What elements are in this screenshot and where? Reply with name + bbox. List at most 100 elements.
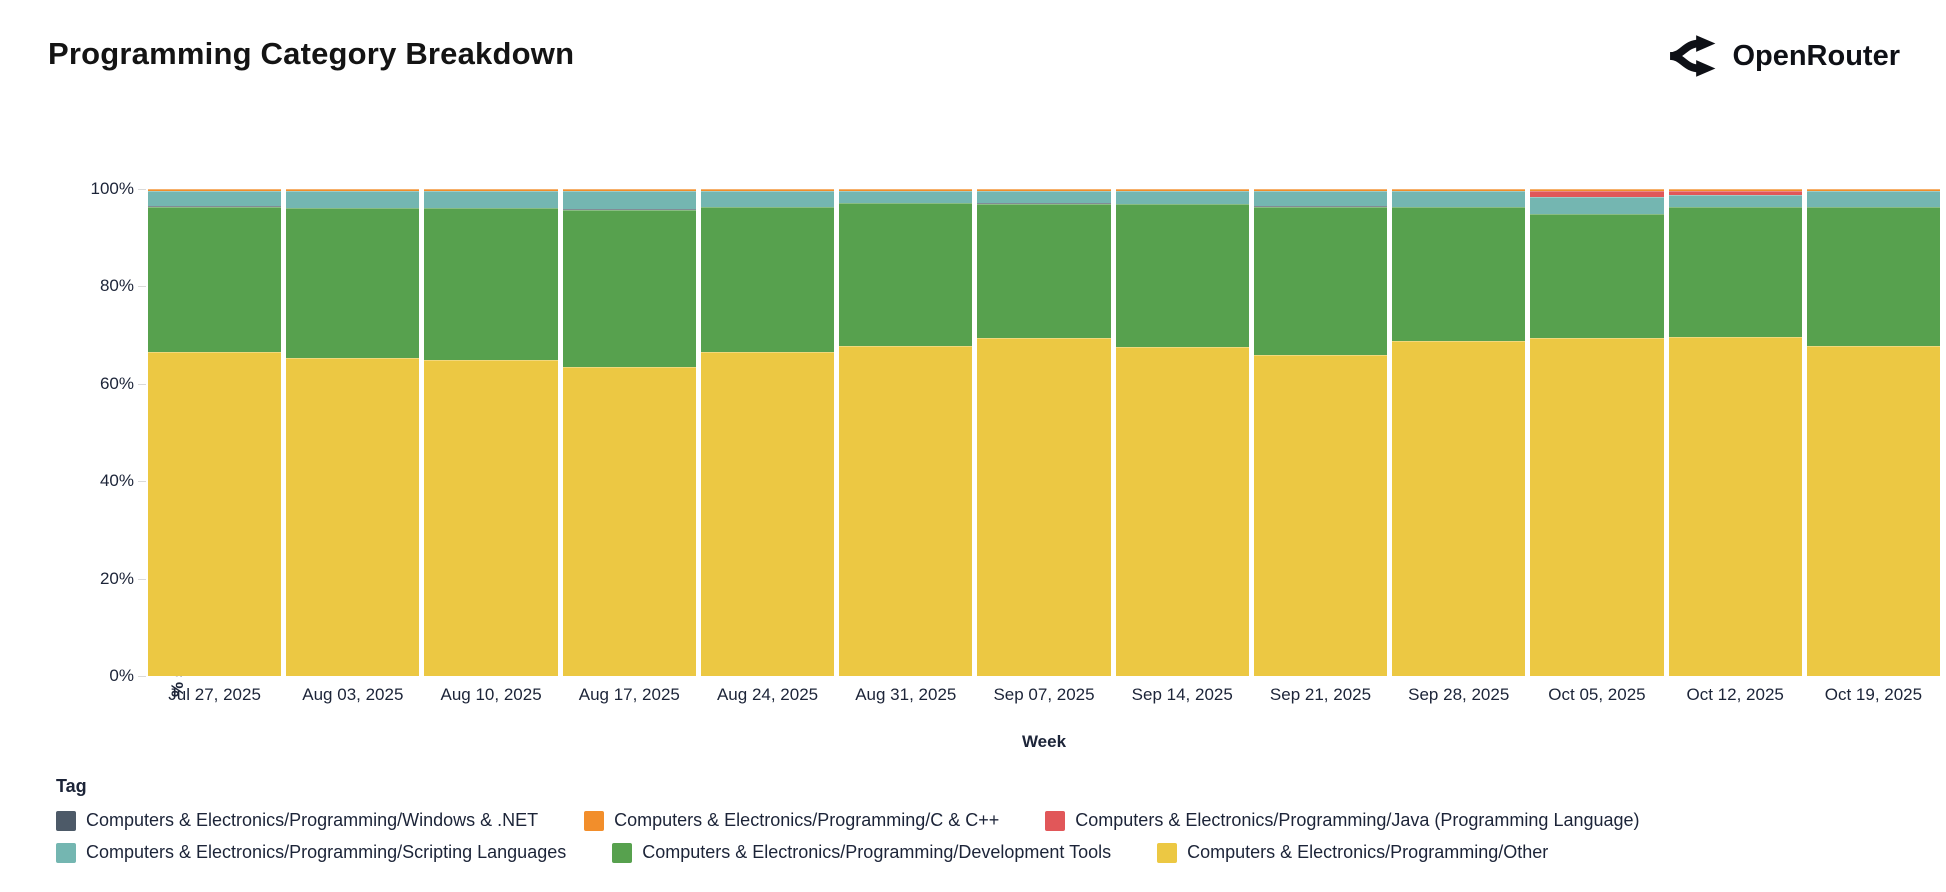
- bar-segment[interactable]: [1253, 354, 1388, 676]
- x-tick-label: Sep 07, 2025: [993, 685, 1095, 704]
- bar-segment[interactable]: [977, 203, 1111, 338]
- bar-segment[interactable]: [1115, 346, 1249, 676]
- bar-segment[interactable]: [1530, 189, 1664, 191]
- legend-item[interactable]: Computers & Electronics/Programming/Wind…: [56, 810, 538, 831]
- bar-segment[interactable]: [1806, 207, 1941, 346]
- bar-aug-31-2025[interactable]: [839, 189, 973, 676]
- legend-label: Computers & Electronics/Programming/Wind…: [86, 810, 539, 830]
- bar-segment[interactable]: [286, 357, 420, 676]
- bar-segment[interactable]: [1253, 206, 1388, 355]
- bar-segment[interactable]: [977, 338, 1111, 676]
- bar-segment[interactable]: [148, 206, 282, 352]
- bar-aug-17-2025[interactable]: [562, 189, 696, 676]
- page-title: Programming Category Breakdown: [48, 36, 575, 71]
- y-tick-mark: [138, 676, 146, 677]
- bar-sep-07-2025[interactable]: [977, 189, 1111, 676]
- bar-segment[interactable]: [839, 203, 973, 346]
- bar-segment[interactable]: [1115, 189, 1249, 191]
- bar-sep-28-2025[interactable]: [1392, 189, 1526, 676]
- bar-segment[interactable]: [839, 191, 973, 203]
- bar-segment[interactable]: [424, 360, 558, 676]
- bar-segment[interactable]: [562, 191, 696, 210]
- x-tick-label: Aug 17, 2025: [578, 685, 680, 704]
- legend-swatch-icon: [56, 842, 76, 863]
- legend-label: Computers & Electronics/Programming/C & …: [614, 810, 1000, 830]
- bar-segment[interactable]: [1253, 191, 1388, 207]
- bar-segment[interactable]: [424, 191, 558, 208]
- bar-segment[interactable]: [562, 209, 696, 368]
- bar-segment[interactable]: [700, 191, 835, 207]
- legend-title: Tag: [56, 776, 87, 796]
- bar-segment[interactable]: [562, 189, 696, 191]
- bar-segment[interactable]: [1668, 207, 1802, 337]
- bar-oct-19-2025[interactable]: [1806, 189, 1941, 676]
- bar-segment[interactable]: [1668, 194, 1802, 207]
- legend-swatch-icon: [1045, 810, 1066, 831]
- bar-segment[interactable]: [700, 352, 835, 676]
- bar-segment[interactable]: [700, 189, 835, 191]
- bar-segment[interactable]: [1806, 191, 1941, 207]
- bar-segment[interactable]: [1392, 191, 1526, 207]
- bar-segment[interactable]: [424, 208, 558, 361]
- y-tick-mark: [138, 481, 146, 483]
- bar-segment[interactable]: [1530, 196, 1664, 214]
- y-tick-mark: [138, 578, 146, 580]
- stacked-bar-chart: % share of total tokens 0%20%40%60%80%10…: [91, 179, 1941, 751]
- bar-jul-27-2025[interactable]: [148, 189, 282, 676]
- legend-item[interactable]: Computers & Electronics/Programming/C & …: [584, 810, 999, 831]
- bar-segment[interactable]: [286, 189, 420, 191]
- bar-segment[interactable]: [562, 367, 696, 676]
- bar-segment[interactable]: [1392, 341, 1526, 676]
- bar-aug-24-2025[interactable]: [700, 189, 835, 676]
- y-tick-label-0: 0%: [109, 666, 134, 685]
- bar-segment[interactable]: [1806, 345, 1941, 676]
- x-tick-label: Oct 19, 2025: [1824, 685, 1923, 704]
- x-tick-label: Sep 28, 2025: [1408, 685, 1510, 704]
- bar-segment[interactable]: [839, 345, 973, 676]
- legend-item[interactable]: Computers & Electronics/Programming/Deve…: [612, 842, 1111, 863]
- bar-segment[interactable]: [977, 191, 1111, 204]
- y-tick-label-100: 100%: [90, 179, 134, 198]
- bar-segment[interactable]: [148, 189, 282, 191]
- bar-segment[interactable]: [1530, 214, 1664, 338]
- legend-item[interactable]: Computers & Electronics/Programming/Othe…: [1157, 842, 1548, 863]
- bar-segment[interactable]: [1806, 189, 1941, 191]
- brand-logo[interactable]: OpenRouter: [1666, 30, 1900, 82]
- legend-row: Computers & Electronics/Programming/Scri…: [56, 842, 1640, 863]
- bar-segment[interactable]: [1668, 190, 1802, 195]
- bar-segment[interactable]: [1668, 189, 1802, 191]
- bar-oct-12-2025[interactable]: [1668, 189, 1802, 676]
- bar-sep-14-2025[interactable]: [1115, 189, 1249, 676]
- x-tick-label: Aug 24, 2025: [716, 685, 819, 704]
- bar-segment[interactable]: [1530, 337, 1664, 676]
- bar-sep-21-2025[interactable]: [1253, 189, 1388, 676]
- bar-segment[interactable]: [424, 189, 558, 191]
- legend-swatch-icon: [56, 810, 76, 831]
- bar-segment[interactable]: [1392, 189, 1526, 191]
- bar-segment[interactable]: [1115, 204, 1249, 347]
- bars-container: [148, 189, 1941, 676]
- bar-aug-03-2025[interactable]: [286, 189, 420, 676]
- bar-segment[interactable]: [1392, 207, 1526, 342]
- x-tick-label: Oct 12, 2025: [1686, 685, 1784, 704]
- legend-swatch-icon: [584, 810, 605, 831]
- bar-segment[interactable]: [148, 191, 282, 207]
- bar-segment[interactable]: [1668, 336, 1802, 676]
- bar-segment[interactable]: [286, 208, 420, 358]
- legend-swatch-icon: [1157, 842, 1178, 863]
- bar-oct-05-2025[interactable]: [1530, 189, 1664, 676]
- x-tick-label: Sep 21, 2025: [1269, 685, 1372, 704]
- bar-segment[interactable]: [977, 189, 1111, 191]
- legend-item[interactable]: Computers & Electronics/Programming/Scri…: [56, 842, 566, 863]
- bar-segment[interactable]: [700, 207, 835, 353]
- legend-item[interactable]: Computers & Electronics/Programming/Java…: [1045, 810, 1640, 831]
- bar-segment[interactable]: [148, 351, 282, 676]
- bar-segment[interactable]: [839, 189, 973, 191]
- bar-segment[interactable]: [1530, 190, 1664, 197]
- legend: Tag Computers & Electronics/Programming/…: [56, 776, 1640, 874]
- bar-aug-10-2025[interactable]: [424, 189, 558, 676]
- bar-segment[interactable]: [1115, 191, 1249, 204]
- bar-segment[interactable]: [1253, 189, 1388, 191]
- x-axis-title: Week: [1021, 732, 1067, 751]
- bar-segment[interactable]: [286, 191, 420, 208]
